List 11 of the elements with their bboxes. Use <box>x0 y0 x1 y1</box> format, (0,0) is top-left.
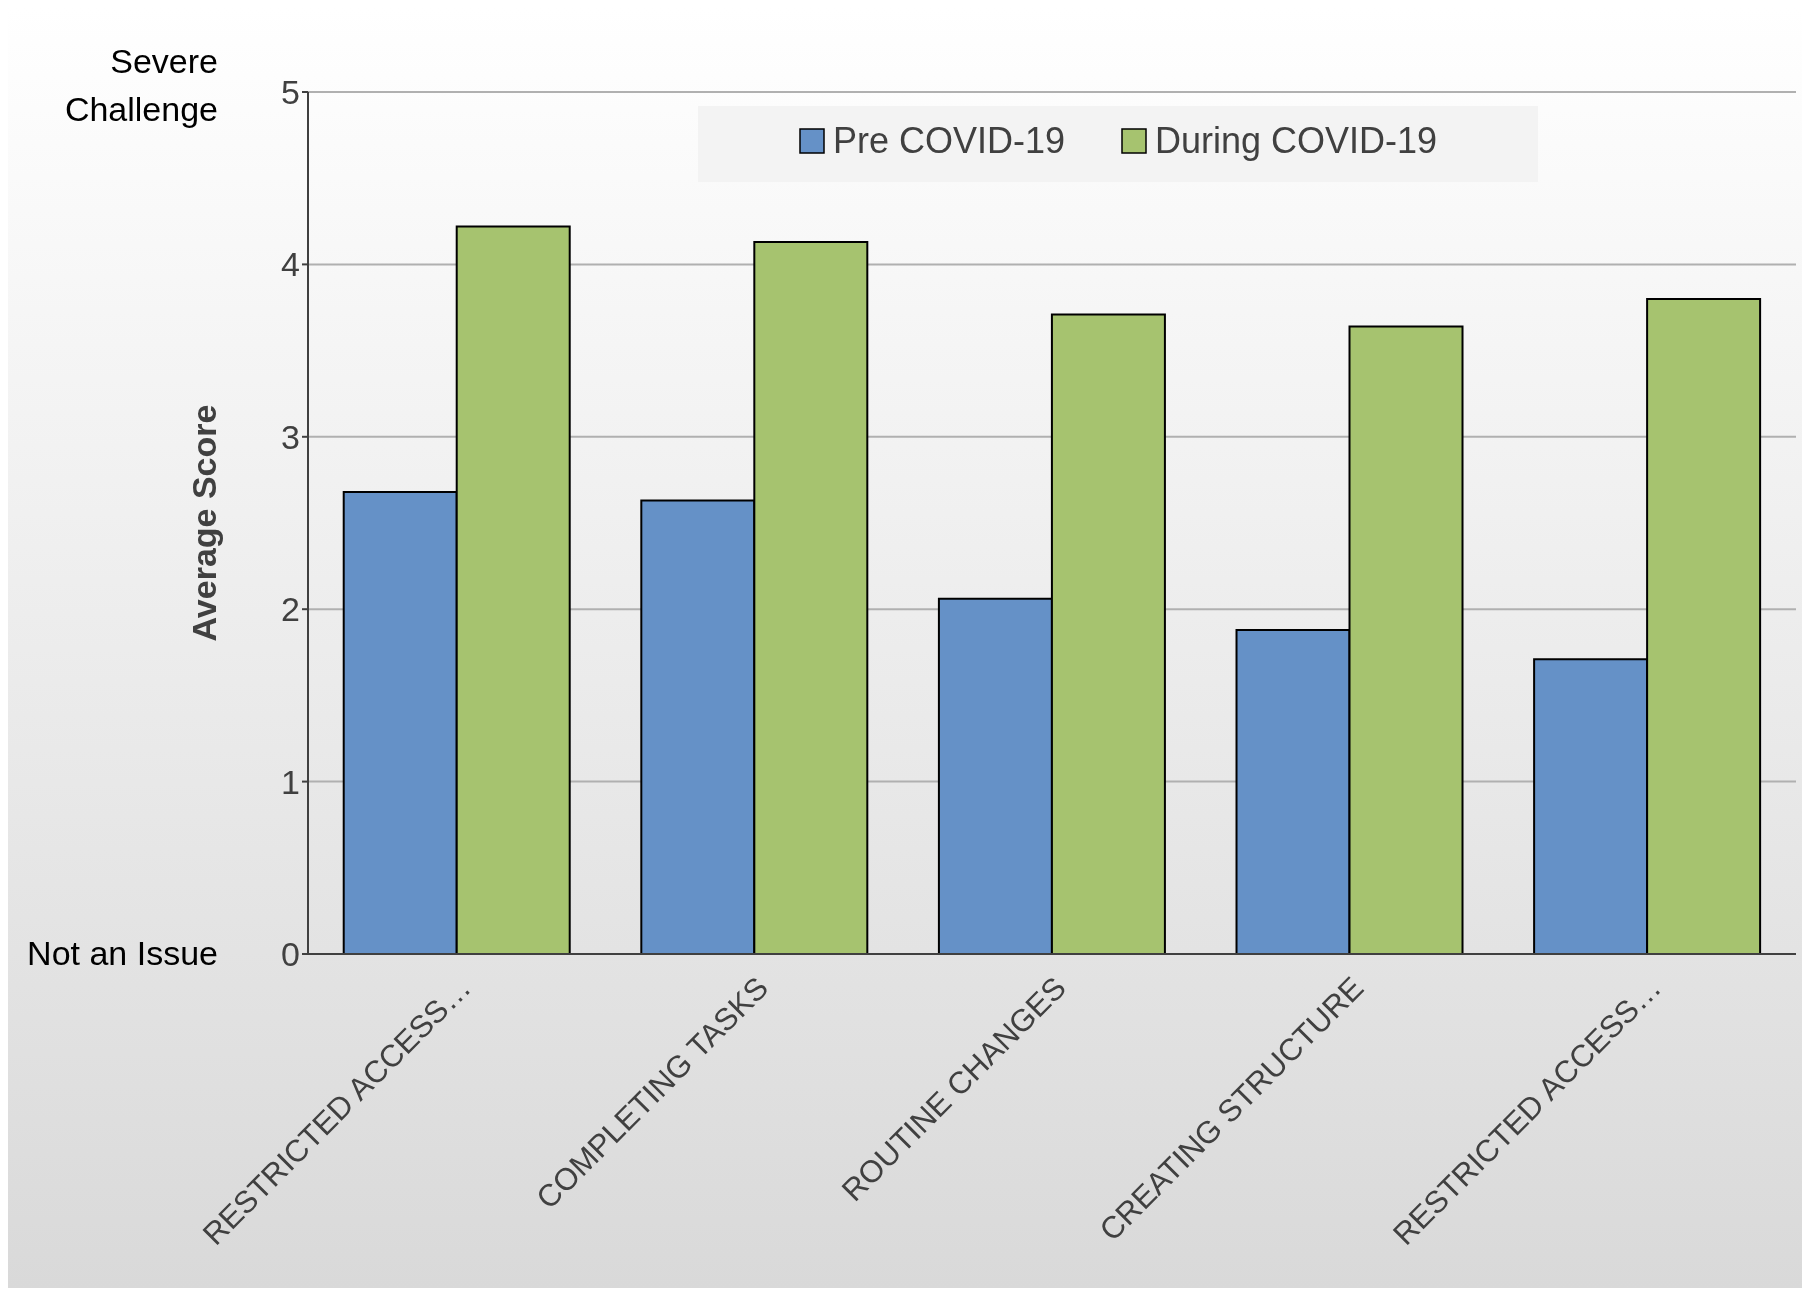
text: Not an Issue <box>26 933 218 975</box>
y-tick-label: 1 <box>281 762 300 801</box>
y-axis-title: Average Score <box>185 404 224 642</box>
y-tick-label: 4 <box>281 245 300 284</box>
legend-label: During COVID-19 <box>1154 120 1438 162</box>
y-tick-label: 5 <box>281 73 300 112</box>
y-tick-label: 3 <box>281 417 300 456</box>
legend-label: Pre COVID-19 <box>832 120 1065 162</box>
y-tick-label: 0 <box>281 935 300 974</box>
text: Severe Challenge <box>63 41 218 130</box>
y-tick-label: 2 <box>281 590 300 629</box>
